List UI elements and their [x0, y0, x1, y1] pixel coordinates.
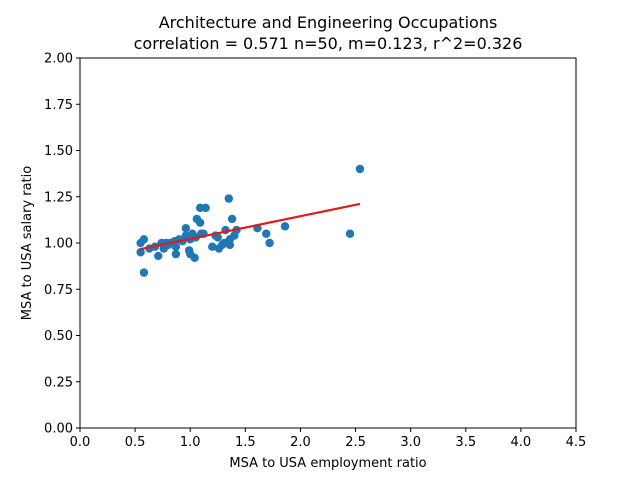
y-tick-label: 0.00 — [44, 422, 73, 437]
y-tick-label: 0.50 — [44, 329, 73, 344]
y-tick-label: 1.75 — [44, 98, 73, 113]
data-point — [154, 251, 163, 261]
data-point — [171, 249, 181, 259]
data-point — [227, 214, 237, 224]
data-point — [195, 218, 205, 227]
y-axis-label: MSA to USA salary ratio — [20, 166, 35, 320]
data-point — [208, 242, 217, 251]
x-tick-label: 2.5 — [345, 435, 366, 450]
x-tick-label: 4.5 — [566, 435, 587, 450]
data-point — [190, 253, 199, 262]
data-point — [355, 164, 365, 174]
x-tick-label: 2.0 — [290, 435, 311, 450]
data-point — [225, 240, 235, 250]
x-tick-label: 4.0 — [511, 435, 532, 450]
x-tick-label: 3.5 — [455, 435, 476, 450]
data-point — [181, 224, 191, 233]
x-tick-label: 1.5 — [235, 435, 256, 450]
data-point — [139, 235, 149, 244]
x-tick-label: 3.0 — [400, 435, 421, 450]
x-axis-label: MSA to USA employment ratio — [229, 456, 426, 471]
chart-title: Architecture and Engineering Occupations — [159, 13, 498, 32]
axis-ticks: 0.0 0.5 1.0 1.5 2.0 2.5 3.0 3.5 4.0 4.5 0.00 0.25 0.… — [44, 52, 586, 451]
y-tick-label: 1.00 — [44, 237, 73, 252]
y-tick-label: 1.50 — [44, 144, 73, 159]
data-point — [262, 229, 271, 238]
y-tick-label: 0.75 — [44, 283, 73, 298]
plot-area — [136, 164, 365, 277]
data-point — [201, 203, 210, 213]
data-point — [280, 222, 290, 231]
data-point — [213, 233, 222, 242]
data-point — [139, 268, 149, 277]
data-point — [345, 229, 355, 238]
y-tick-label: 0.25 — [44, 375, 73, 390]
x-tick-label: 1.0 — [180, 435, 201, 450]
y-tick-label: 1.25 — [44, 190, 73, 205]
data-point — [265, 238, 274, 248]
data-point — [136, 248, 145, 257]
y-tick-label: 2.00 — [44, 52, 73, 67]
chart-subtitle: correlation = 0.571 n=50, m=0.123, r^2=0… — [134, 34, 523, 53]
x-tick-label: 0.5 — [125, 435, 146, 450]
x-tick-label: 0.0 — [70, 435, 91, 450]
regression-line — [140, 202, 361, 251]
data-point — [224, 194, 233, 203]
